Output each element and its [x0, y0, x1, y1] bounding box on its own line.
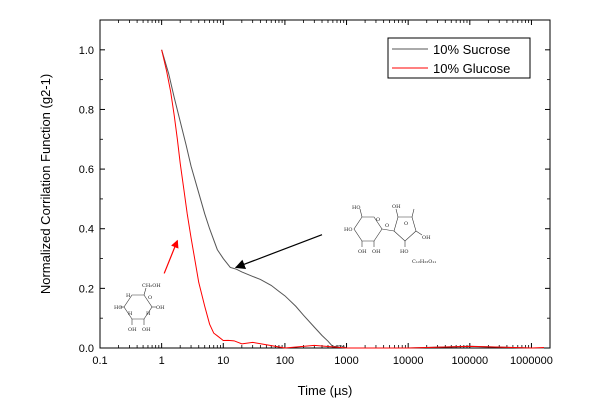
svg-text:H: H — [128, 311, 133, 317]
series-line-sucrose — [161, 49, 545, 349]
y-tick-label: 1.0 — [79, 45, 94, 57]
legend-box — [387, 37, 531, 79]
y-tick-label: 0.6 — [79, 164, 94, 176]
svg-text:OH: OH — [358, 249, 367, 255]
series-layer — [161, 49, 545, 349]
glucose-structure-icon: CH₂OH O H OH HO H OH H OH — [114, 283, 165, 333]
svg-text:OH: OH — [142, 327, 151, 333]
svg-text:H: H — [126, 293, 131, 299]
svg-text:C₁₂H₂₂O₁₁: C₁₂H₂₂O₁₁ — [412, 259, 436, 265]
series-line-glucose — [161, 49, 545, 349]
y-tick-label: 0.8 — [79, 104, 94, 116]
x-tick-label: 10 — [217, 355, 229, 367]
svg-text:HO: HO — [344, 227, 352, 233]
x-tick-label: 100 — [276, 355, 294, 367]
x-axis-title: Time (µs) — [298, 383, 353, 398]
x-tick-label: 100000 — [451, 355, 488, 367]
svg-text:CH₂OH: CH₂OH — [142, 283, 161, 289]
legend: 10% Sucrose 10% Glucose — [387, 37, 531, 79]
svg-text:O: O — [385, 223, 389, 229]
svg-text:O: O — [376, 217, 380, 223]
y-axis-title: Normalized Corrilation Function (g2-1) — [38, 74, 53, 294]
x-tick-label: 1 — [159, 355, 165, 367]
x-tick-label: 1000 — [334, 355, 358, 367]
sucrose-arrow — [234, 234, 323, 269]
x-tick-labels: 0.1 1 10 100 1000 10000 100000 1000000 — [92, 355, 553, 367]
svg-text:HO: HO — [114, 305, 122, 311]
svg-text:OH: OH — [372, 249, 381, 255]
plot-frame — [99, 19, 551, 349]
legend-label-glucose: 10% Glucose — [433, 61, 510, 76]
sucrose-structure-icon: HO O HO OH O O OH OH HO OH C₁₂H₂₂O₁₁ — [344, 204, 436, 265]
svg-text:OH: OH — [422, 235, 431, 241]
svg-text:O: O — [148, 295, 152, 301]
x-tick-label: 1000000 — [510, 355, 553, 367]
y-tick-label: 0.4 — [79, 224, 94, 236]
svg-text:HO: HO — [352, 205, 360, 211]
svg-text:O: O — [404, 221, 408, 227]
axis-ticks — [99, 19, 551, 349]
y-tick-label: 0.2 — [79, 283, 94, 295]
svg-text:H: H — [146, 311, 151, 317]
glucose-arrow — [163, 239, 179, 274]
x-tick-label: 0.1 — [92, 355, 107, 367]
legend-label-sucrose: 10% Sucrose — [433, 42, 510, 57]
y-tick-label: 0.0 — [79, 343, 94, 355]
y-tick-labels: 0.0 0.2 0.4 0.6 0.8 1.0 — [79, 45, 94, 355]
svg-text:OH: OH — [156, 305, 165, 311]
svg-text:OH: OH — [392, 204, 401, 210]
x-tick-label: 10000 — [393, 355, 424, 367]
svg-text:OH: OH — [128, 327, 137, 333]
svg-text:HO: HO — [400, 249, 408, 255]
